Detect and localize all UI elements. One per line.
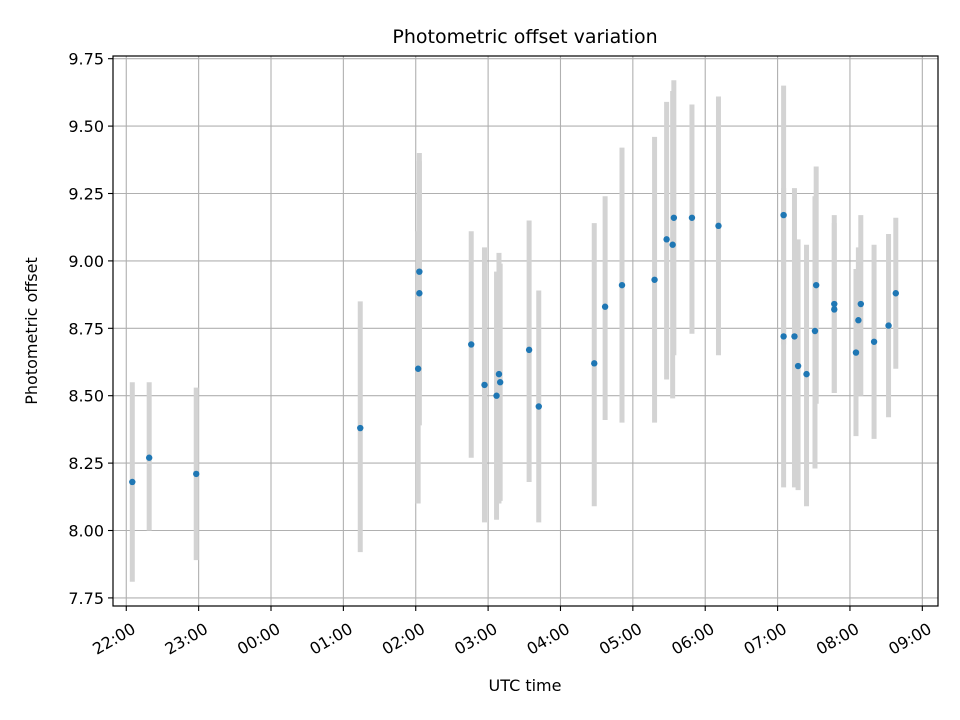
data-point — [651, 276, 658, 283]
grid — [113, 56, 938, 606]
data-point — [791, 333, 798, 340]
data-point — [493, 392, 500, 399]
y-tick-label: 9.00 — [68, 252, 104, 271]
y-tick-label: 8.25 — [68, 454, 104, 473]
data-point — [193, 470, 200, 478]
y-tick-label: 9.50 — [68, 117, 104, 136]
data-point — [618, 281, 626, 289]
data-point — [414, 365, 422, 372]
data-point — [803, 370, 810, 378]
data-point — [481, 381, 488, 389]
y-tick-label: 8.00 — [68, 522, 104, 541]
data-point — [780, 333, 787, 340]
data-point — [129, 478, 136, 486]
data-point — [885, 322, 892, 329]
y-tick-label: 8.75 — [68, 319, 104, 338]
data-point — [811, 327, 819, 335]
plot-frame — [112, 55, 939, 607]
data-point — [831, 300, 838, 308]
data-point — [870, 338, 878, 345]
data-point — [145, 454, 153, 461]
data-point — [892, 290, 899, 297]
data-point — [535, 403, 542, 410]
data-point — [794, 362, 802, 370]
data-point — [669, 241, 676, 248]
data-point — [852, 349, 860, 356]
data-point — [496, 379, 504, 386]
y-axis-label: Photometric offset — [22, 257, 41, 405]
data-point — [780, 211, 787, 219]
data-point — [525, 346, 533, 354]
data-point — [715, 222, 722, 230]
data-point — [416, 290, 423, 297]
data-point — [416, 268, 423, 275]
y-axis: 7.75 8.00 8.25 8.50 8.75 9.00 9.25 9.50 9.75 — [68, 50, 113, 608]
y-tick-label: 7.75 — [68, 589, 104, 608]
data-point — [857, 300, 865, 308]
data-point — [468, 341, 475, 348]
data-point — [357, 424, 364, 432]
data-point — [591, 360, 598, 367]
y-tick-label: 9.25 — [68, 185, 104, 204]
data-points — [129, 211, 899, 486]
chart-title: Photometric offset variation — [392, 26, 657, 48]
data-point — [495, 370, 503, 378]
data-point — [601, 303, 609, 310]
data-point — [663, 236, 670, 243]
data-point — [812, 281, 820, 289]
data-point — [831, 306, 838, 313]
data-point — [688, 214, 696, 221]
y-tick-label: 8.50 — [68, 387, 104, 406]
x-axis-label: UTC time — [489, 676, 562, 695]
data-point — [670, 214, 678, 221]
y-tick-label: 9.75 — [68, 50, 104, 69]
data-point — [855, 317, 862, 324]
